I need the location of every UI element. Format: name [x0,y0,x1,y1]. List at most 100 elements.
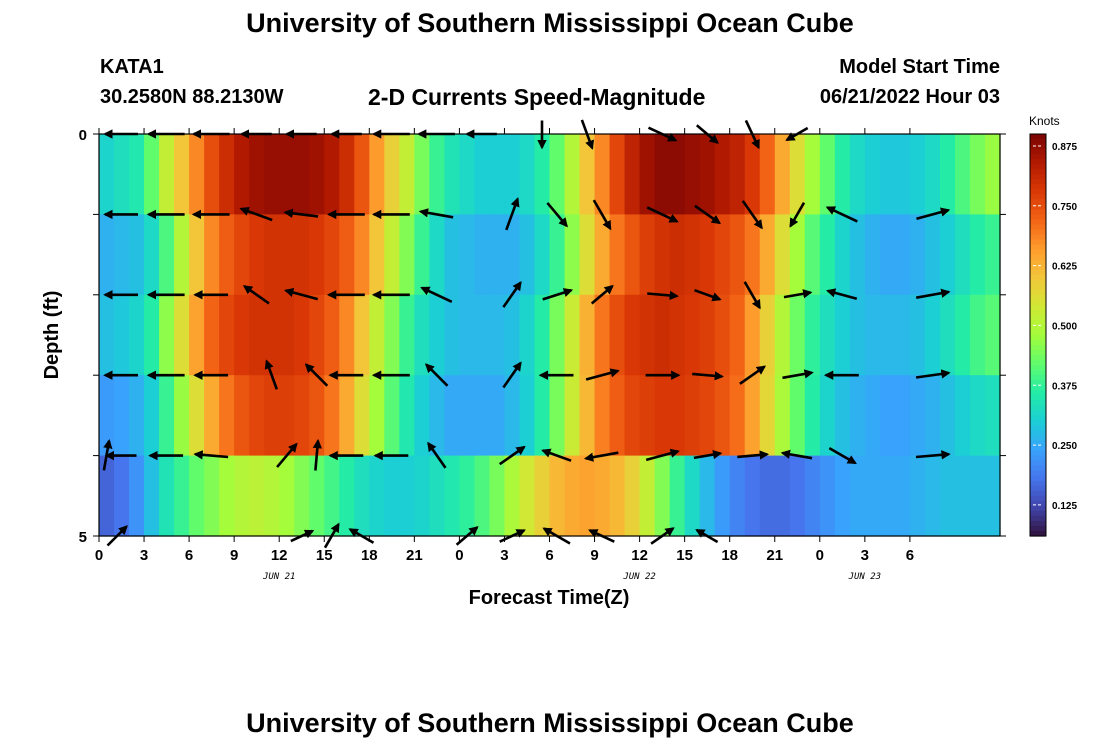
heatmap-cell [849,455,866,537]
heatmap-cell [249,375,265,457]
colorbar-segment [1030,259,1046,266]
heatmap-cell [264,214,280,296]
heatmap-cell [969,214,986,296]
heatmap-cell [729,294,746,376]
x-tick-label: 0 [95,547,103,564]
date-label: JUN 21 [262,572,296,582]
colorbar-segment [1030,149,1046,155]
colorbar-segment [1030,164,1046,170]
heatmap-cell [609,294,626,376]
heatmap-cell [594,134,611,215]
heatmap-cell [99,455,115,537]
heatmap-cell [789,134,806,215]
colorbar-segment [1030,485,1046,492]
colorbar-unit-label: Knots [1029,114,1060,128]
heatmap-cell [264,455,280,537]
colorbar-segment [1030,475,1046,482]
heatmap-cell [504,294,521,376]
heatmap-cell [504,134,521,215]
y-tick-label: 0 [79,127,87,144]
colorbar-segment [1030,239,1046,246]
heatmap-cell [669,375,686,457]
heatmap-cell [174,134,190,215]
colorbar-segment [1030,309,1046,316]
heatmap-cell [909,134,926,215]
heatmap-cell [279,455,295,537]
chart-subtitle: 2-D Currents Speed-Magnitude [368,84,706,110]
current-vector-arrow [502,361,522,389]
current-vector-arrow [692,371,724,381]
current-vector-arrow [541,448,572,462]
colorbar-segment [1030,279,1046,286]
heatmap-cell [309,455,325,537]
colorbar-segment [1030,340,1046,346]
heatmap-cell [669,214,686,296]
heatmap-cell [684,294,701,376]
heatmap-cell [399,294,415,376]
heatmap-cell [759,294,776,376]
x-tick-label: 0 [816,547,824,564]
heatmap-cell [534,214,551,296]
heatmap-cell [444,214,460,296]
heatmap-cell [324,455,340,537]
heatmap-cell [609,455,626,537]
colorbar-segment [1030,455,1046,462]
heatmap-cell [654,214,671,296]
heatmap-cell [819,294,836,376]
colorbar-segment [1030,390,1046,396]
heatmap-cell [444,134,460,215]
colorbar-segment [1030,144,1046,150]
heatmap-cell [744,214,761,296]
heatmap-cell [744,294,761,376]
current-vector-arrow [694,288,722,302]
heatmap-cell [699,455,716,537]
station-coordinates: 30.2580N 88.2130W [100,86,284,108]
heatmap-cell [129,214,145,296]
heatmap-cell [654,134,671,215]
colorbar-segment [1030,400,1046,406]
heatmap-cell [879,214,896,296]
heatmap-cell [639,214,656,296]
colorbar-segment [1030,249,1046,256]
heatmap-cell [159,214,175,296]
current-vector-arrow [693,449,723,460]
current-vector-arrow [276,442,298,468]
current-vector-arrow [312,438,323,471]
heatmap-cell [204,134,220,215]
heatmap-cell [189,294,205,376]
heatmap-cell [294,214,310,296]
current-vector-arrow [741,200,763,230]
colorbar-segment [1030,505,1046,512]
heatmap-cell [969,134,986,215]
heatmap-cell [279,375,295,457]
colorbar-segment [1030,440,1046,447]
heatmap-cell [849,214,866,296]
model-start-value: 06/21/2022 Hour 03 [819,86,1000,108]
heatmap-cell [189,455,205,537]
heatmap-cell [279,294,295,376]
heatmap-cell [444,455,460,537]
current-vector-arrow [737,450,770,460]
colorbar-segment [1030,199,1046,205]
heatmap-cell [99,214,115,296]
heatmap-cell [159,294,175,376]
heatmap-cell [774,294,791,376]
colorbar-segment [1030,219,1046,226]
heatmap-cell [309,294,325,376]
heatmap-cell [879,294,896,376]
heatmap-cell [894,455,911,537]
heatmap-cell [624,214,641,296]
heatmap-cell [954,214,971,296]
heatmap-cell [444,375,460,457]
colorbar-segment [1030,194,1046,200]
heatmap-cell [534,375,551,457]
heatmap-cell [924,214,941,296]
current-vector-arrow [239,206,273,222]
heatmap-cell [279,214,295,296]
heatmap-cell [339,375,355,457]
page-title: University of Southern Mississippi Ocean… [246,8,854,38]
heatmap-cell [474,375,491,457]
model-start-label: Model Start Time [839,56,1000,78]
heatmap-cell [744,455,761,537]
heatmap-cell [954,455,971,537]
